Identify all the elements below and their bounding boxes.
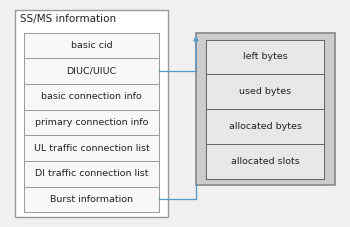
Bar bbox=[206, 74, 324, 109]
Bar bbox=[206, 109, 324, 144]
Text: allocated bytes: allocated bytes bbox=[229, 122, 302, 131]
Bar bbox=[24, 84, 159, 110]
Bar bbox=[24, 33, 159, 58]
Text: used bytes: used bytes bbox=[239, 87, 291, 96]
Text: Burst information: Burst information bbox=[50, 195, 133, 204]
Text: basic connection info: basic connection info bbox=[41, 92, 142, 101]
Bar bbox=[24, 187, 159, 212]
Bar bbox=[206, 144, 324, 178]
Text: DI traffic connection list: DI traffic connection list bbox=[35, 169, 148, 178]
Text: left bytes: left bytes bbox=[243, 52, 288, 61]
Text: primary connection info: primary connection info bbox=[35, 118, 148, 127]
Bar bbox=[24, 58, 159, 84]
Bar bbox=[15, 10, 168, 217]
Bar bbox=[206, 39, 324, 178]
Text: SS/MS information: SS/MS information bbox=[21, 14, 117, 24]
Bar bbox=[206, 39, 324, 74]
Text: UL traffic connection list: UL traffic connection list bbox=[34, 144, 149, 153]
Bar bbox=[24, 135, 159, 161]
Bar bbox=[24, 110, 159, 135]
Text: allocated slots: allocated slots bbox=[231, 157, 300, 166]
Bar bbox=[24, 161, 159, 187]
Bar bbox=[196, 33, 335, 185]
Text: basic cid: basic cid bbox=[71, 41, 112, 50]
Text: DIUC/UIUC: DIUC/UIUC bbox=[66, 67, 117, 76]
